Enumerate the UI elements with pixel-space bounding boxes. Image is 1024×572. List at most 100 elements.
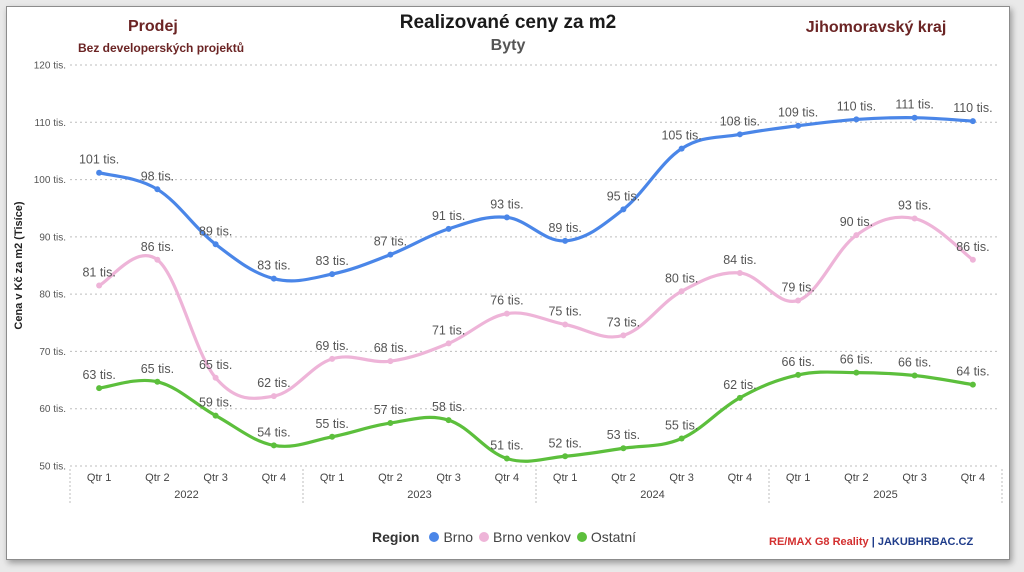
x-year-label: 2022: [174, 489, 198, 501]
data-label: 86 tis.: [141, 240, 174, 254]
y-axis-label: Cena v Kč za m2 (Tisíce): [13, 201, 25, 330]
data-label: 108 tis.: [720, 114, 760, 128]
data-point: [387, 358, 394, 365]
y-tick-label: 80 tis.: [39, 290, 66, 301]
data-point: [387, 251, 394, 258]
data-point: [270, 393, 277, 400]
x-tick-label: Qtr 3: [203, 472, 227, 484]
data-label: 55 tis.: [315, 417, 348, 431]
data-label: 65 tis.: [141, 362, 174, 376]
data-label: 79 tis.: [781, 280, 814, 294]
data-point: [154, 256, 161, 263]
data-label: 73 tis.: [607, 315, 640, 329]
data-point: [911, 372, 918, 379]
data-label: 110 tis.: [837, 99, 876, 113]
data-label: 52 tis.: [548, 436, 581, 450]
chart-title: Realizované ceny za m2: [399, 12, 617, 33]
data-label: 87 tis.: [374, 235, 407, 249]
x-tick-label: Qtr 1: [786, 472, 810, 484]
data-label: 98 tis.: [141, 169, 174, 183]
x-tick-label: Qtr 2: [611, 472, 635, 484]
data-point: [736, 394, 743, 401]
data-label: 57 tis.: [374, 403, 407, 417]
credit-brand-name: MAX G8 Reality: [787, 536, 869, 548]
data-point: [445, 225, 452, 232]
x-tick-label: Qtr 4: [961, 472, 985, 484]
data-label: 93 tis.: [898, 199, 931, 213]
y-tick-label: 70 tis.: [39, 347, 66, 358]
x-tick-label: Qtr 1: [320, 472, 344, 484]
data-label: 53 tis.: [607, 428, 640, 442]
data-point: [270, 442, 277, 449]
legend-swatch: [576, 532, 587, 542]
data-point: [620, 206, 627, 213]
left-subtitle: Bez developerských projektů: [78, 41, 245, 55]
y-tick-label: 90 tis.: [39, 232, 66, 243]
data-label: 63 tis.: [82, 368, 115, 382]
data-point: [154, 378, 161, 385]
data-point: [678, 145, 685, 152]
data-label: 65 tis.: [199, 358, 232, 372]
data-point: [329, 433, 336, 440]
data-point: [678, 288, 685, 295]
data-label: 75 tis.: [548, 305, 581, 319]
x-tick-label: Qtr 3: [902, 472, 926, 484]
data-point: [503, 214, 510, 221]
x-year-label: 2024: [640, 489, 664, 501]
credit-brand-re: RE/: [769, 536, 788, 548]
credit-separator: |: [868, 536, 878, 548]
data-point: [795, 297, 802, 304]
data-point: [911, 215, 918, 222]
region-title: Jihomoravský kraj: [805, 19, 947, 36]
data-point: [678, 435, 685, 442]
legend-item[interactable]: Brno venkov: [479, 529, 571, 545]
x-tick-label: Qtr 2: [844, 472, 868, 484]
data-label: 105 tis.: [661, 129, 701, 143]
data-label: 59 tis.: [199, 396, 232, 410]
series-line: [97, 215, 975, 400]
data-point: [329, 271, 336, 278]
y-tick-label: 110 tis.: [35, 118, 67, 129]
data-label: 58 tis.: [432, 400, 465, 414]
data-point: [620, 445, 627, 452]
data-point: [503, 455, 510, 462]
data-label: 111 tis.: [895, 98, 933, 112]
data-point: [562, 237, 569, 244]
legend-label: Ostatní: [590, 529, 636, 545]
data-label: 83 tis.: [257, 259, 290, 273]
x-tick-label: Qtr 1: [553, 472, 577, 484]
data-point: [96, 169, 103, 176]
data-label: 66 tis.: [781, 355, 814, 369]
data-point: [620, 332, 627, 339]
x-tick-label: Qtr 2: [378, 472, 402, 484]
data-label: 93 tis.: [490, 197, 523, 211]
data-label: 66 tis.: [840, 353, 873, 367]
data-point: [445, 417, 452, 424]
data-label: 68 tis.: [374, 341, 407, 355]
data-point: [562, 453, 569, 460]
x-year-label: 2023: [407, 489, 431, 501]
data-label: 110 tis.: [953, 101, 992, 115]
data-label: 83 tis.: [315, 254, 348, 268]
x-tick-label: Qtr 3: [436, 472, 460, 484]
left-title: Prodej: [128, 18, 178, 35]
legend-item[interactable]: Brno: [429, 529, 473, 545]
legend-item[interactable]: Ostatní: [576, 529, 636, 545]
credit-link[interactable]: JAKUBHRBAC.CZ: [877, 536, 974, 548]
data-label: 81 tis.: [82, 266, 115, 280]
data-label: 62 tis.: [257, 376, 290, 390]
data-label: 95 tis.: [607, 189, 640, 203]
data-label: 55 tis.: [665, 419, 698, 433]
data-label: 62 tis.: [723, 378, 756, 392]
data-point: [387, 420, 394, 427]
data-point: [853, 369, 860, 376]
data-point: [562, 321, 569, 328]
legend-swatch: [429, 532, 440, 542]
data-label: 91 tis.: [432, 209, 465, 223]
data-point: [969, 118, 976, 125]
data-point: [154, 186, 161, 193]
data-point: [212, 412, 219, 419]
data-point: [445, 340, 452, 347]
legend-title: Region: [372, 529, 420, 545]
